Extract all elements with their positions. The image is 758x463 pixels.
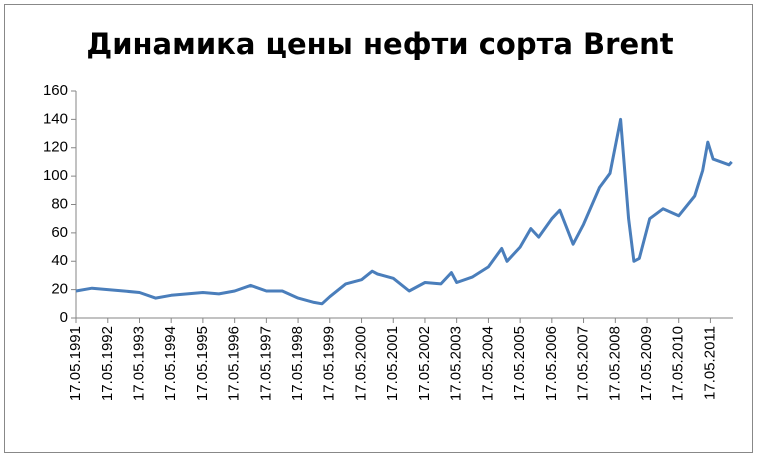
x-tick-label: 17.05.2007 xyxy=(575,326,592,401)
y-tick-label: 40 xyxy=(51,252,68,269)
x-tick-label: 17.05.2011 xyxy=(701,326,718,400)
x-tick-label: 17.05.2010 xyxy=(670,326,687,401)
chart-frame xyxy=(4,4,753,453)
x-tick-label: 17.05.1992 xyxy=(99,326,116,401)
y-tick-label: 160 xyxy=(43,82,68,99)
price-line xyxy=(75,117,733,306)
y-tick-label: 120 xyxy=(43,139,68,156)
x-tick-label: 17.05.1997 xyxy=(257,326,274,401)
x-tick-label: 17.05.1993 xyxy=(130,326,147,401)
x-tick-label: 17.05.2002 xyxy=(416,326,433,401)
x-tick-label: 17.05.1995 xyxy=(194,326,211,401)
y-tick-label: 0 xyxy=(60,309,68,326)
y-tick-label: 60 xyxy=(51,224,68,241)
x-tick-label: 17.05.2009 xyxy=(638,326,655,401)
x-tick-label: 17.05.2008 xyxy=(606,326,623,401)
y-tick-label: 80 xyxy=(51,195,68,212)
x-tick-label: 17.05.2004 xyxy=(479,326,496,401)
y-tick-label: 20 xyxy=(51,281,68,298)
x-tick-label: 17.05.1994 xyxy=(162,326,179,401)
x-tick-label: 17.05.1991 xyxy=(67,326,84,401)
y-tick-label: 140 xyxy=(43,110,68,127)
x-tick-label: 17.05.2000 xyxy=(353,326,370,401)
x-tick-label: 17.05.2001 xyxy=(384,326,401,401)
x-tick-label: 17.05.1998 xyxy=(289,326,306,401)
x-tick-label: 17.05.1999 xyxy=(321,326,338,401)
chart-title: Динамика цены нефти сорта Brent xyxy=(86,27,673,61)
x-tick-label: 17.05.1996 xyxy=(226,326,243,401)
x-tick-label: 17.05.2003 xyxy=(448,326,465,401)
x-tick-label: 17.05.2005 xyxy=(511,326,528,401)
x-tick-label: 17.05.2006 xyxy=(543,326,560,401)
y-tick-label: 100 xyxy=(43,167,68,184)
